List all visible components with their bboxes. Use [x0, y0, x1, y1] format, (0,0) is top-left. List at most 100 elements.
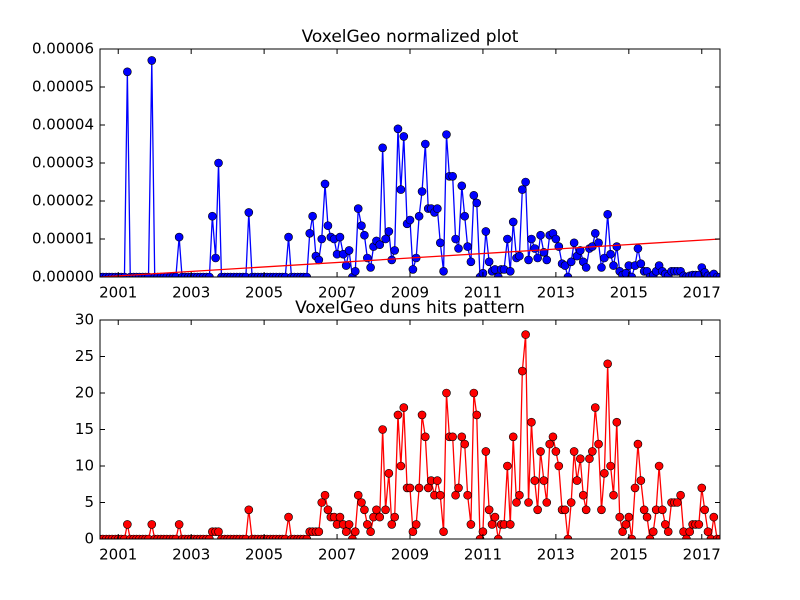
data-point — [493, 272, 503, 277]
data-point — [487, 520, 497, 529]
data-point — [560, 505, 570, 515]
data-point — [411, 520, 421, 529]
data-point — [448, 432, 457, 442]
data-point — [700, 505, 709, 515]
data-point — [244, 208, 254, 217]
data-point — [423, 483, 433, 493]
data-point — [344, 246, 354, 255]
x-tick-label: 2015 — [610, 546, 648, 564]
data-point — [284, 512, 293, 522]
data-point — [375, 240, 385, 249]
y-tick-label: 0.00001 — [32, 230, 94, 248]
data-point — [433, 476, 442, 485]
data-point — [554, 461, 564, 471]
data-point — [399, 132, 409, 141]
data-point — [563, 272, 573, 277]
data-point — [335, 232, 345, 242]
data-point — [320, 490, 330, 500]
data-point — [527, 234, 536, 244]
data-point — [451, 234, 460, 244]
data-point — [663, 527, 673, 537]
data-point — [378, 425, 387, 434]
data-point — [421, 432, 430, 442]
data-point — [597, 263, 606, 272]
x-tick-label: 2017 — [683, 546, 721, 564]
data-point — [572, 476, 582, 485]
data-point — [600, 468, 609, 478]
data-point — [241, 272, 251, 277]
data-point — [399, 403, 409, 412]
data-point — [123, 520, 132, 529]
data-point — [317, 498, 327, 507]
data-point — [548, 432, 558, 442]
data-point — [703, 527, 713, 537]
data-point — [633, 244, 643, 253]
x-tick-label: 2005 — [245, 546, 283, 564]
data-point — [305, 229, 315, 238]
data-point — [457, 432, 467, 442]
data-point — [530, 244, 540, 253]
data-point — [484, 257, 494, 267]
data-point — [335, 512, 345, 522]
x-tick-label: 2013 — [537, 546, 575, 564]
data-point — [469, 191, 479, 200]
data-point — [417, 187, 427, 196]
data-point — [590, 229, 600, 238]
data-point — [627, 272, 637, 277]
data-point — [314, 527, 324, 537]
x-tick-label: 2015 — [610, 284, 648, 302]
series-line — [100, 238, 720, 277]
data-point — [174, 232, 184, 242]
data-point — [645, 534, 655, 539]
data-point — [521, 177, 530, 187]
data-point — [594, 439, 603, 449]
data-point — [302, 272, 312, 277]
data-point — [421, 139, 430, 149]
data-point — [578, 490, 588, 500]
data-point — [481, 227, 491, 236]
x-tick-label: 2005 — [245, 284, 283, 302]
data-point — [147, 56, 157, 65]
data-point — [466, 257, 476, 267]
data-point — [484, 505, 494, 515]
data-point — [508, 217, 518, 227]
y-tick-label: 15 — [75, 420, 94, 438]
data-point — [673, 498, 682, 507]
data-point — [372, 505, 381, 515]
data-point — [363, 520, 372, 529]
data-point — [508, 432, 518, 442]
x-tick-label: 2003 — [172, 284, 210, 302]
data-point — [357, 498, 366, 507]
data-point — [344, 520, 354, 529]
data-point — [317, 234, 327, 244]
data-point — [414, 211, 424, 221]
data-point — [566, 498, 576, 507]
y-tick-label: 25 — [75, 347, 94, 365]
data-point — [360, 505, 369, 515]
data-point — [493, 534, 503, 539]
data-point — [715, 534, 720, 539]
data-point — [551, 447, 561, 456]
data-point — [472, 410, 482, 420]
data-point — [563, 534, 573, 539]
data-point — [435, 238, 445, 248]
data-point — [211, 253, 220, 263]
data-point — [280, 534, 290, 539]
x-tick-label: 2017 — [683, 284, 721, 302]
data-point — [603, 359, 612, 369]
chart-title: VoxelGeo normalized plot — [302, 27, 519, 47]
x-tick-label: 2007 — [318, 546, 356, 564]
data-point — [709, 512, 719, 522]
data-point — [366, 263, 375, 272]
data-point — [715, 272, 720, 277]
data-point — [323, 221, 333, 230]
data-point — [697, 483, 707, 493]
data-point — [417, 410, 427, 420]
data-point — [414, 483, 424, 493]
data-point — [660, 520, 670, 529]
data-point — [366, 527, 375, 537]
data-point — [323, 505, 333, 515]
data-point — [600, 253, 609, 263]
data-point — [590, 403, 600, 412]
data-point — [633, 439, 643, 449]
